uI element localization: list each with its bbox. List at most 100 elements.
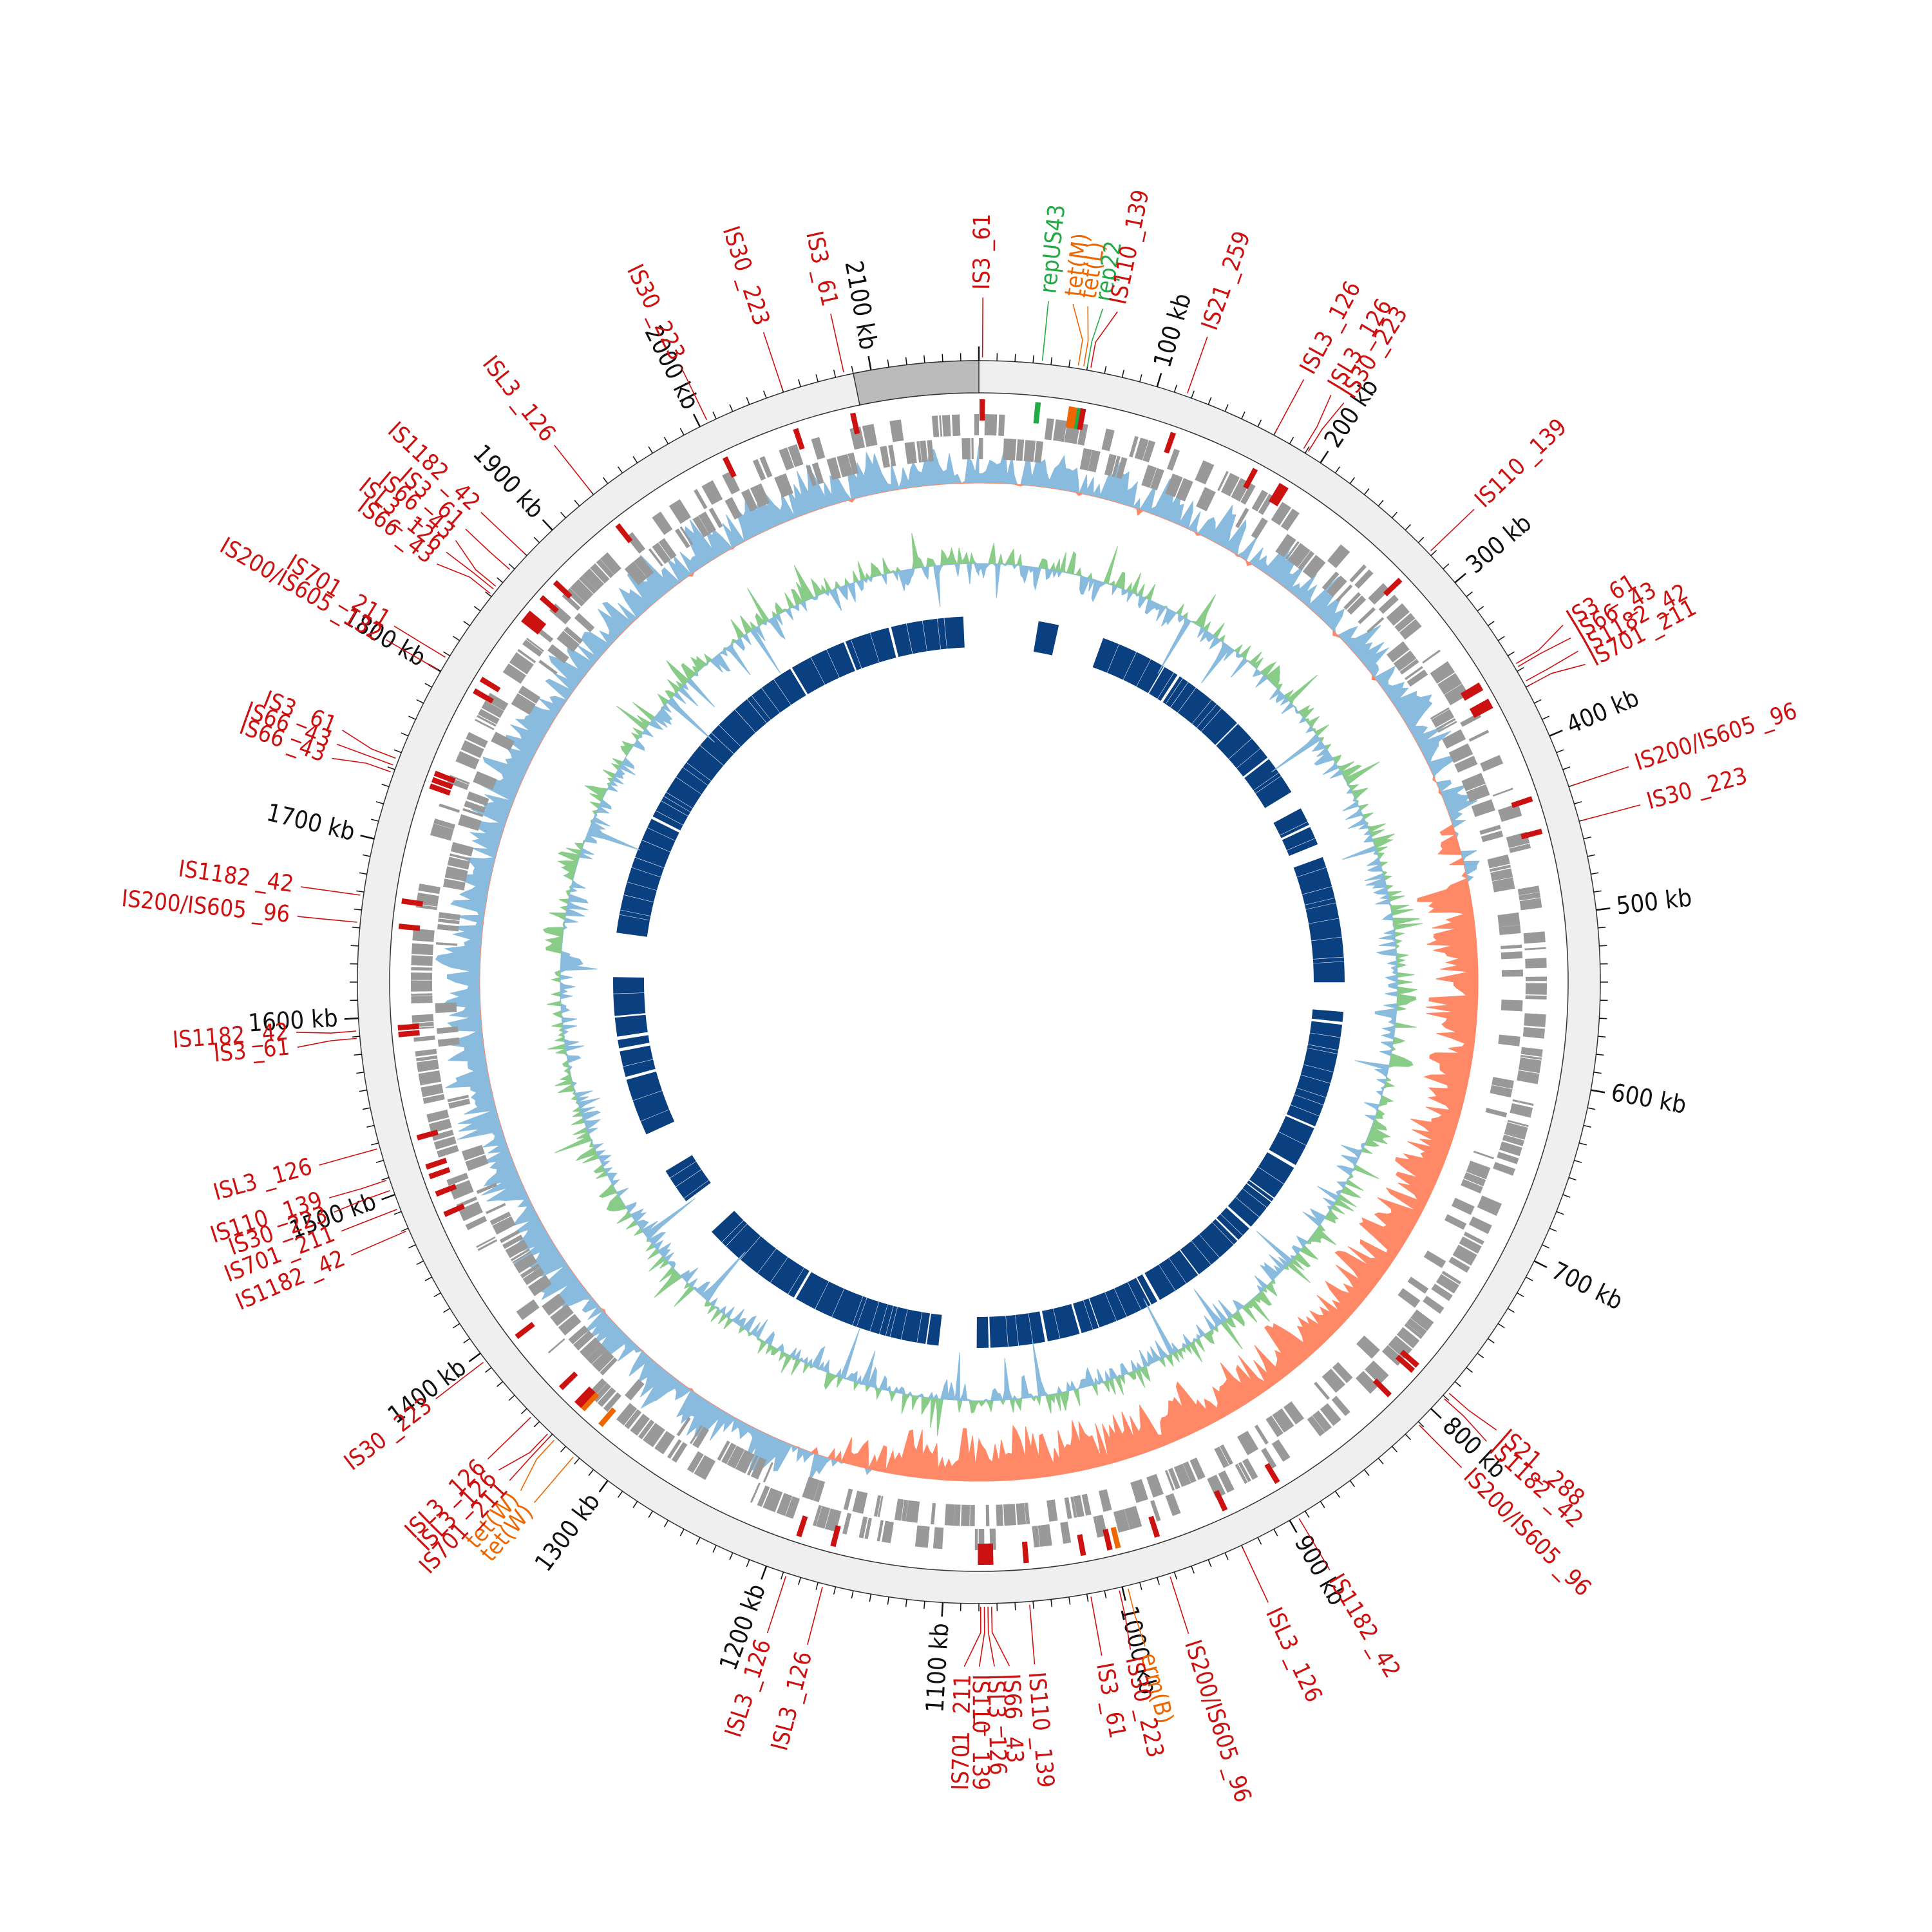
blast-hit-block bbox=[631, 857, 665, 877]
minor-tick bbox=[1405, 1434, 1412, 1441]
minor-tick bbox=[560, 511, 567, 518]
feature-leader-line bbox=[487, 1417, 531, 1460]
cds-block bbox=[996, 1504, 1003, 1526]
cds-block bbox=[439, 803, 460, 813]
kb-tick-label: 1700 kb bbox=[264, 798, 358, 846]
cds-block bbox=[1146, 1473, 1164, 1498]
minor-tick bbox=[1391, 511, 1398, 518]
feature-mark bbox=[576, 1388, 596, 1408]
blast-hit-block bbox=[1180, 1241, 1211, 1274]
blast-hit-block bbox=[1307, 1045, 1338, 1054]
cds-block bbox=[1497, 912, 1520, 927]
cds-block bbox=[1466, 1160, 1491, 1180]
minor-tick bbox=[1208, 397, 1212, 405]
minor-tick bbox=[363, 1107, 371, 1110]
cds-block bbox=[1101, 428, 1115, 451]
gc-content-ring bbox=[542, 533, 1423, 1436]
cds-block bbox=[1349, 564, 1367, 583]
cds-block bbox=[1479, 824, 1501, 835]
major-tick bbox=[1121, 1586, 1126, 1601]
cds-block bbox=[675, 528, 690, 549]
cds-block bbox=[1442, 729, 1466, 749]
feature-label: IS200/IS605 _96 bbox=[1179, 1637, 1256, 1806]
cds-block bbox=[444, 866, 468, 882]
feature-mark bbox=[615, 523, 633, 544]
blast-hit-block bbox=[886, 1305, 898, 1337]
blast-hit-block bbox=[1089, 1292, 1117, 1328]
feature-leader-line bbox=[1274, 379, 1305, 433]
blast-hit-block bbox=[1015, 1313, 1033, 1346]
minor-tick bbox=[1542, 715, 1549, 720]
major-tick bbox=[1430, 1408, 1442, 1419]
cds-block bbox=[1489, 864, 1511, 872]
minor-tick bbox=[485, 1367, 492, 1373]
feature-leader-line bbox=[1430, 509, 1475, 551]
cds-block bbox=[1271, 1439, 1291, 1462]
cds-block bbox=[1220, 1444, 1233, 1465]
blast-hit-block bbox=[879, 1304, 894, 1336]
feature-leader-line bbox=[328, 1180, 387, 1198]
blast-hit-block bbox=[811, 649, 840, 685]
cds-block bbox=[694, 1455, 716, 1480]
minor-tick bbox=[696, 1537, 701, 1545]
cds-block bbox=[491, 732, 515, 751]
minor-tick bbox=[1104, 1590, 1107, 1598]
cds-block bbox=[1285, 541, 1300, 560]
cds-block bbox=[848, 452, 858, 475]
minor-tick bbox=[401, 1227, 409, 1232]
cds-block bbox=[1454, 755, 1478, 773]
minor-tick bbox=[453, 636, 460, 641]
cds-block bbox=[1129, 436, 1139, 458]
cds-block bbox=[1113, 1509, 1130, 1533]
cds-block bbox=[692, 516, 710, 538]
cds-block bbox=[944, 1504, 955, 1526]
feature-mark bbox=[574, 1387, 593, 1406]
minor-tick bbox=[352, 927, 360, 929]
minor-tick bbox=[1598, 1036, 1606, 1037]
cds-block bbox=[759, 456, 773, 478]
cds-block bbox=[1523, 931, 1546, 944]
cds-block bbox=[449, 1180, 474, 1200]
feature-mark bbox=[980, 399, 985, 421]
minor-tick bbox=[1466, 1367, 1473, 1373]
feature-mark bbox=[526, 611, 547, 629]
blast-hit-block bbox=[752, 688, 780, 720]
blast-hit-block bbox=[620, 1045, 653, 1066]
cds-block bbox=[1218, 1470, 1235, 1493]
blast-hit-block bbox=[1199, 1222, 1234, 1258]
blast-hit-block bbox=[656, 800, 688, 825]
cds-block bbox=[1485, 1108, 1508, 1118]
minor-tick bbox=[1556, 1211, 1564, 1215]
minor-tick bbox=[393, 1211, 402, 1215]
cds-block bbox=[486, 1202, 506, 1215]
minor-tick bbox=[1598, 927, 1606, 929]
cds-block bbox=[1497, 803, 1522, 822]
cds-block bbox=[513, 1253, 538, 1274]
minor-tick bbox=[1466, 591, 1473, 598]
cds-block bbox=[450, 842, 474, 857]
blast-hit-block bbox=[1242, 1183, 1271, 1208]
cds-block bbox=[1365, 1360, 1389, 1385]
blast-hit-block bbox=[1220, 1208, 1249, 1236]
minor-tick bbox=[1477, 605, 1484, 612]
blast-hit-block bbox=[944, 616, 965, 649]
feature-label: IS1182 _42 bbox=[176, 856, 295, 898]
blast-hit-block bbox=[870, 627, 896, 663]
cds-block bbox=[785, 1496, 800, 1519]
minor-tick bbox=[1032, 1601, 1034, 1609]
major-tick bbox=[1549, 729, 1563, 737]
cds-block bbox=[1165, 473, 1183, 498]
cds-block bbox=[1196, 487, 1216, 511]
blast-hit-block bbox=[1244, 759, 1279, 791]
feature-mark bbox=[401, 898, 424, 907]
cds-block bbox=[634, 556, 654, 578]
blast-hit-block bbox=[676, 1170, 709, 1198]
blast-hit-block bbox=[1269, 1132, 1307, 1166]
feature-leader-line bbox=[1307, 402, 1345, 452]
cds-block bbox=[630, 1414, 650, 1436]
kb-tick-label: 1300 kb bbox=[529, 1488, 606, 1577]
minor-tick bbox=[1391, 1446, 1398, 1453]
cds-block bbox=[931, 1502, 936, 1525]
minor-tick bbox=[574, 500, 580, 507]
cds-block bbox=[1430, 661, 1455, 684]
